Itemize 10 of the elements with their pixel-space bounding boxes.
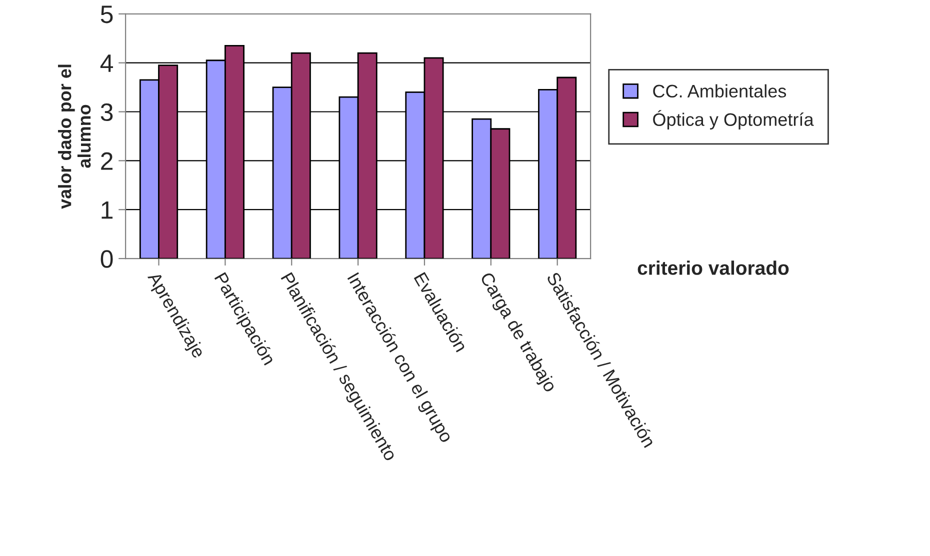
y-tick-label: 5 (100, 6, 113, 24)
legend-label: CC. Ambientales (653, 84, 786, 98)
y-tick-label: 3 (100, 103, 113, 122)
y-axis-title: valor dado por el alumno (58, 64, 91, 209)
x-axis-title: criterio valorado (638, 260, 789, 275)
y-tick-label: 0 (100, 250, 113, 268)
y-tick-label: 4 (100, 54, 114, 72)
legend-label: Óptica y Optometría (653, 110, 814, 130)
y-tick-label: 1 (102, 201, 113, 219)
y-tick-label: 2 (101, 152, 112, 170)
